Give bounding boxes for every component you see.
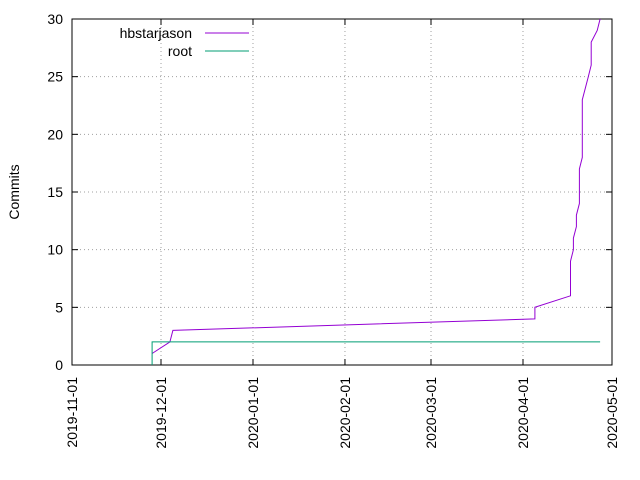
x-axis: 2019-11-01 2019-12-01 2020-01-01 2020-02-01… (64, 19, 620, 449)
y-tick-label: 0 (55, 357, 63, 373)
x-tick-label: 2020-04-01 (515, 377, 531, 449)
y-axis: 0 5 10 15 20 25 30 (47, 11, 612, 373)
y-tick-label: 15 (47, 184, 63, 200)
y-axis-label: Commits (6, 164, 22, 219)
x-tick-label: 2019-11-01 (64, 377, 80, 448)
grid-lines (72, 19, 612, 365)
x-tick-label: 2020-03-01 (423, 377, 439, 449)
legend-label: root (168, 43, 192, 59)
x-tick-label: 2020-05-01 (604, 377, 620, 449)
series-line-root (151, 341, 601, 365)
series-lines (151, 18, 601, 365)
x-tick-label: 2020-01-01 (245, 377, 261, 449)
y-tick-label: 10 (47, 242, 63, 258)
y-tick-label: 5 (55, 299, 63, 315)
series-line-hbstarjason (151, 18, 601, 354)
x-tick-label: 2019-12-01 (153, 377, 169, 449)
y-tick-label: 25 (47, 69, 63, 85)
legend-label: hbstarjason (120, 25, 192, 41)
y-tick-label: 20 (47, 126, 63, 142)
x-tick-label: 2020-02-01 (337, 377, 353, 449)
y-tick-label: 30 (47, 11, 63, 27)
legend: hbstarjason root (120, 25, 249, 59)
